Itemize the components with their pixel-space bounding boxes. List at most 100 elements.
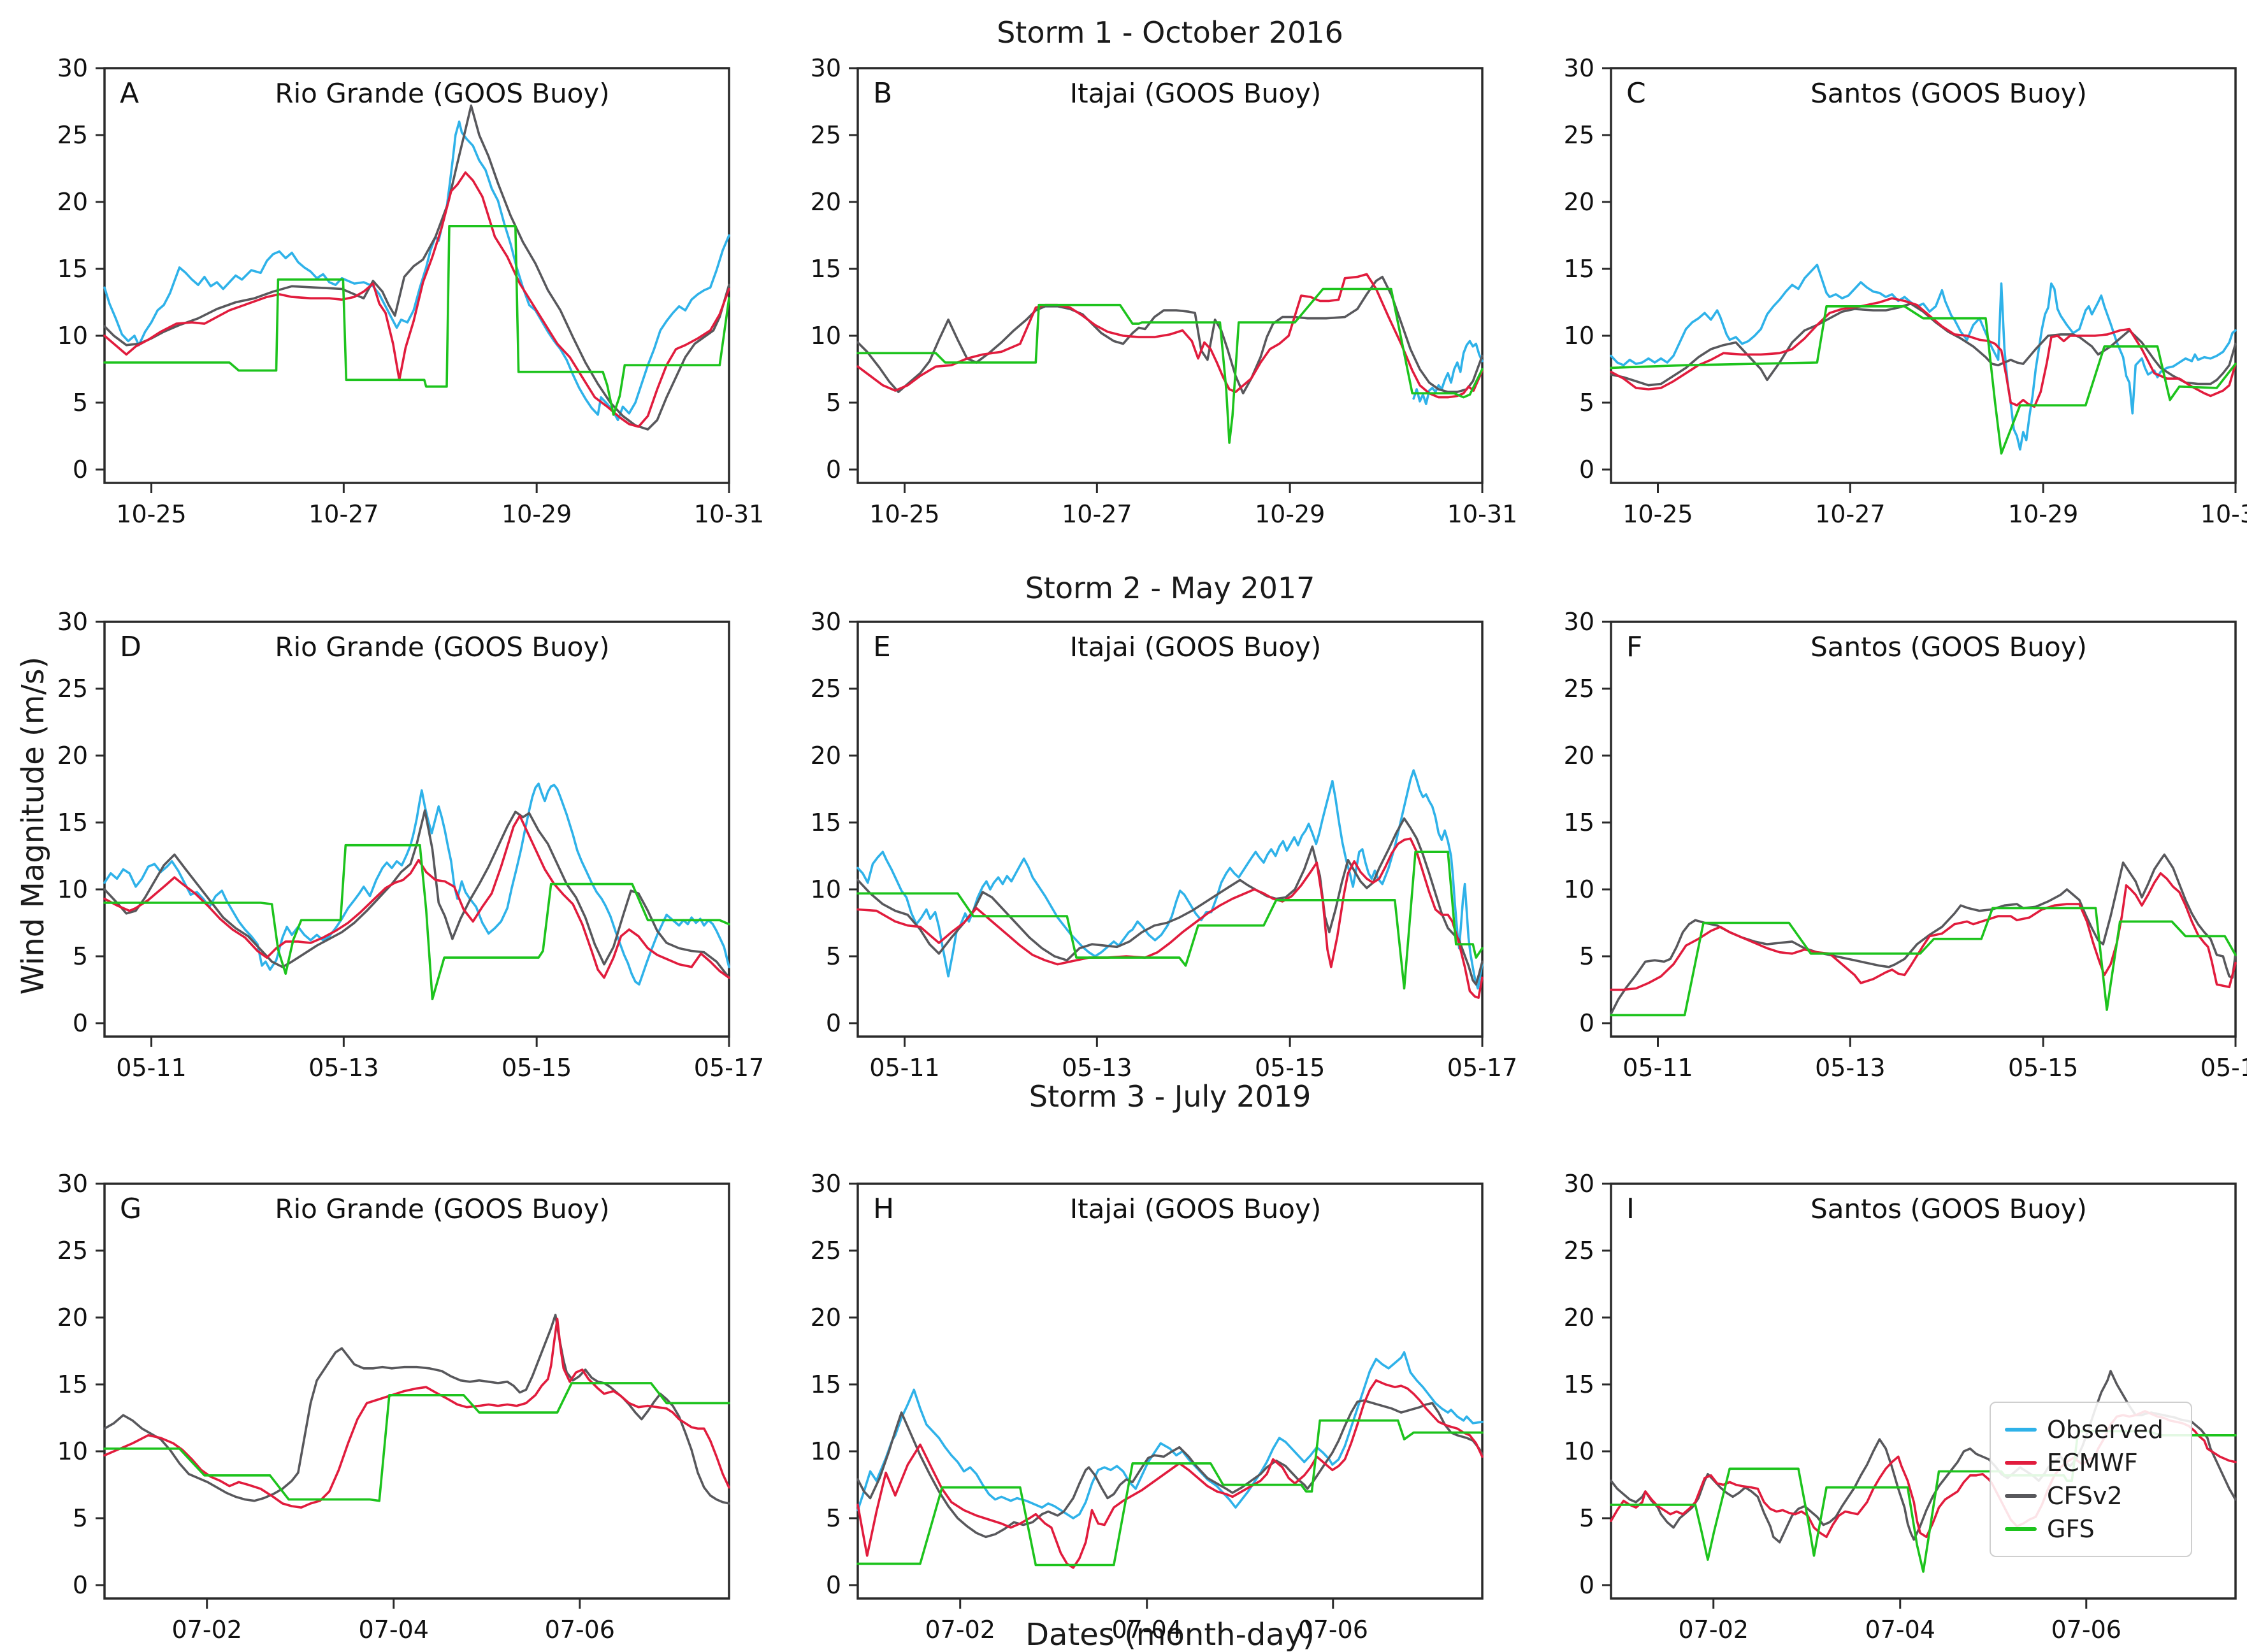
x-tick-label: 07-02 bbox=[172, 1616, 242, 1644]
gfs-line bbox=[856, 1419, 1484, 1567]
x-tick-label: 07-04 bbox=[1865, 1616, 1935, 1644]
x-tick-label: 05-11 bbox=[869, 1054, 939, 1082]
y-tick-label: 30 bbox=[811, 1172, 841, 1198]
y-tick-label: 20 bbox=[1564, 188, 1594, 216]
ecmwf-line bbox=[103, 814, 730, 979]
panel-c-santos-storm1: 0 5 10 15 20 25 30 10-25 10-27 10-29 10-31 C Santos … bbox=[1554, 57, 2247, 538]
y-tick-label: 5 bbox=[826, 1504, 841, 1532]
x-tick-label: 10-31 bbox=[1447, 500, 1517, 528]
chart-h: 0 5 10 15 20 25 30 07-02 07-04 07-06 H Itajai (GOOS… bbox=[811, 1172, 1484, 1644]
y-tick-label: 20 bbox=[811, 188, 841, 216]
gfs-line bbox=[856, 851, 1484, 990]
x-tick-label: 05-11 bbox=[116, 1054, 186, 1082]
plot-frame bbox=[103, 1182, 730, 1600]
y-tick-label: 0 bbox=[826, 1571, 841, 1599]
gfs-line bbox=[103, 844, 730, 1001]
plot-frame bbox=[856, 1182, 1484, 1600]
x-tick-label: 05-15 bbox=[502, 1054, 572, 1082]
y-tick-label: 20 bbox=[811, 742, 841, 770]
x-tick-label: 10-31 bbox=[2200, 500, 2247, 528]
y-tick-label: 30 bbox=[1564, 610, 1594, 636]
panel-i-santos-storm3: 0 5 10 15 20 25 30 07-02 07-04 07-06 I Santos (GOOS… bbox=[1554, 1172, 2247, 1652]
x-tick-label: 05-13 bbox=[1815, 1054, 1885, 1082]
chart-d: 0 5 10 15 20 25 30 05-11 05-13 05-15 05-17 D Rio Gra… bbox=[57, 610, 765, 1082]
y-tick-label: 30 bbox=[811, 57, 841, 82]
x-tick-label: 05-13 bbox=[1062, 1054, 1132, 1082]
y-tick-label: 30 bbox=[1564, 1172, 1594, 1198]
y-tick-label: 10 bbox=[1564, 1437, 1594, 1465]
observed-line bbox=[856, 769, 1484, 990]
chart-c: 0 5 10 15 20 25 30 10-25 10-27 10-29 10-31 C Santos … bbox=[1564, 57, 2247, 528]
observed-line bbox=[1610, 263, 2237, 451]
y-tick-label: 15 bbox=[57, 1370, 88, 1398]
y-tick-label: 20 bbox=[57, 742, 88, 770]
y-axis-label: Wind Magnitude (m/s) bbox=[15, 656, 51, 995]
observed-line bbox=[856, 1351, 1484, 1519]
ecmwf-line bbox=[1610, 872, 2237, 991]
ecmwf-line bbox=[856, 1379, 1484, 1569]
panel-title: Itajai (GOOS Buoy) bbox=[1070, 78, 1321, 109]
panel-title: Rio Grande (GOOS Buoy) bbox=[275, 631, 609, 663]
legend-label-ecmwf: ECMWF bbox=[2047, 1449, 2138, 1477]
x-tick-label: 05-15 bbox=[2008, 1054, 2078, 1082]
y-tick-label: 15 bbox=[811, 255, 841, 283]
y-tick-label: 0 bbox=[1579, 1009, 1594, 1037]
panel-letter: B bbox=[873, 77, 892, 110]
x-tick-label: 10-27 bbox=[1062, 500, 1132, 528]
y-tick-label: 15 bbox=[811, 1370, 841, 1398]
panel-letter: F bbox=[1626, 631, 1642, 663]
panel-letter: H bbox=[873, 1193, 894, 1225]
y-tick-label: 15 bbox=[811, 808, 841, 837]
y-tick-label: 25 bbox=[811, 121, 841, 149]
legend-entry-ecmwf: ECMWF bbox=[2005, 1446, 2177, 1479]
y-tick-label: 5 bbox=[1579, 389, 1594, 417]
legend-entry-gfs: GFS bbox=[2005, 1512, 2177, 1546]
gfs-line bbox=[103, 1382, 730, 1502]
y-tick-label: 0 bbox=[73, 456, 88, 484]
cfsv2-line bbox=[856, 1399, 1484, 1539]
ecmwf-line-icon bbox=[2005, 1461, 2037, 1465]
observed-line bbox=[103, 120, 730, 422]
panel-title: Itajai (GOOS Buoy) bbox=[1070, 1193, 1321, 1225]
y-tick-label: 20 bbox=[57, 1304, 88, 1332]
panel-e-itajai-storm2: 0 5 10 15 20 25 30 05-11 05-13 05-15 05-17 E Itajai … bbox=[800, 610, 1540, 1091]
panel-letter: C bbox=[1626, 77, 1646, 110]
ecmwf-line bbox=[856, 273, 1484, 399]
x-axis-label: Dates (month-day) bbox=[1025, 1617, 1315, 1652]
panel-letter: A bbox=[120, 77, 139, 110]
y-tick-label: 0 bbox=[73, 1009, 88, 1037]
y-tick-label: 25 bbox=[1564, 1237, 1594, 1265]
plot-frame bbox=[1610, 67, 2237, 484]
plot-frame bbox=[1610, 1182, 2237, 1600]
y-tick-label: 0 bbox=[1579, 456, 1594, 484]
y-tick-label: 10 bbox=[811, 322, 841, 350]
cfsv2-line bbox=[103, 809, 730, 979]
ecmwf-line bbox=[103, 1318, 730, 1509]
plot-frame bbox=[856, 621, 1484, 1038]
panel-letter: G bbox=[120, 1193, 141, 1225]
x-tick-label: 07-06 bbox=[1298, 1616, 1368, 1644]
x-tick-label: 10-25 bbox=[116, 500, 186, 528]
y-tick-label: 25 bbox=[811, 675, 841, 703]
x-tick-label: 07-06 bbox=[545, 1616, 615, 1644]
y-tick-label: 0 bbox=[826, 456, 841, 484]
x-tick-label: 05-11 bbox=[1622, 1054, 1693, 1082]
y-tick-label: 25 bbox=[57, 121, 88, 149]
x-tick-label: 07-04 bbox=[1112, 1616, 1182, 1644]
plot-frame bbox=[1610, 621, 2237, 1038]
cfsv2-line-icon bbox=[2005, 1494, 2037, 1498]
y-tick-label: 10 bbox=[57, 322, 88, 350]
plot-frame bbox=[103, 67, 730, 484]
y-tick-label: 5 bbox=[826, 389, 841, 417]
ecmwf-line bbox=[856, 837, 1484, 999]
y-tick-label: 10 bbox=[811, 1437, 841, 1465]
y-tick-label: 5 bbox=[73, 1504, 88, 1532]
y-tick-label: 5 bbox=[73, 389, 88, 417]
x-tick-label: 10-29 bbox=[2008, 500, 2078, 528]
legend-label-cfsv2: CFSv2 bbox=[2047, 1482, 2123, 1510]
y-tick-label: 15 bbox=[1564, 808, 1594, 837]
y-tick-label: 5 bbox=[826, 942, 841, 970]
cfsv2-line bbox=[103, 1314, 730, 1505]
y-tick-label: 10 bbox=[1564, 322, 1594, 350]
